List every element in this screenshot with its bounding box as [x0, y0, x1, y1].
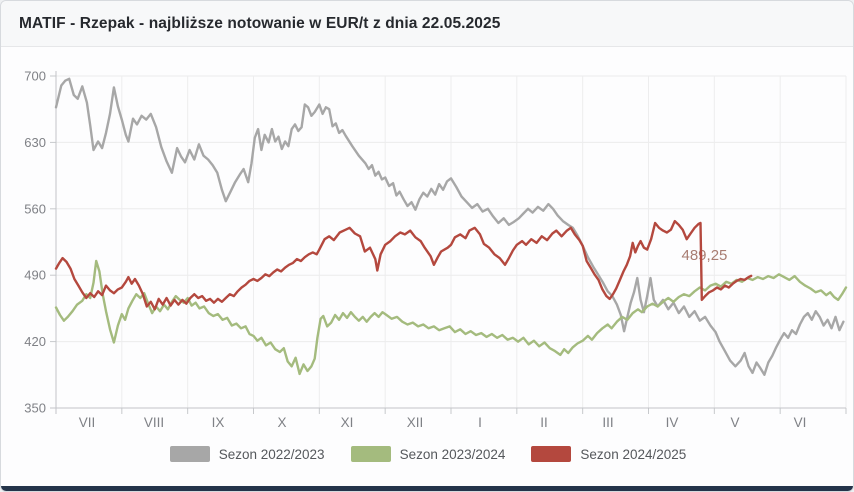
y-axis-label: 490 — [24, 268, 46, 283]
legend-swatch — [531, 446, 572, 462]
x-axis-label: VII — [79, 415, 96, 430]
chart-legend: Sezon 2022/2023 Sezon 2023/2024 Sezon 20… — [1, 446, 853, 462]
series-line-sezon-2022-2023 — [54, 77, 845, 376]
x-axis-label: III — [602, 415, 613, 430]
x-axis-label: VI — [794, 415, 807, 430]
chart-title: MATIF - Rzepak - najbliższe notowanie w … — [19, 15, 501, 32]
x-axis-label: XI — [341, 415, 354, 430]
footer-bar — [1, 486, 853, 491]
y-axis-label: 700 — [24, 69, 46, 84]
x-axis-label: X — [277, 415, 286, 430]
y-axis-label: 350 — [24, 401, 46, 416]
legend-item-2024-2025[interactable]: Sezon 2024/2025 — [531, 446, 686, 462]
last-quote-annotation: 489,25 — [682, 247, 728, 264]
title-bar: MATIF - Rzepak - najbliższe notowanie w … — [1, 1, 853, 47]
x-axis-label: XII — [407, 415, 424, 430]
y-axis-label: 420 — [24, 334, 46, 349]
legend-item-2022-2023[interactable]: Sezon 2022/2023 — [169, 446, 325, 462]
x-axis-label: VIII — [144, 415, 164, 430]
x-axis-label: I — [478, 415, 482, 430]
legend-label: Sezon 2022/2023 — [218, 446, 325, 462]
y-axis-label: 630 — [24, 135, 46, 150]
legend-swatch — [169, 446, 210, 462]
legend-label: Sezon 2023/2024 — [399, 446, 506, 462]
chart-card: 350 420 490 560 630 700 VII VIII IX X XI XII I II III I… — [1, 47, 854, 488]
legend-label: Sezon 2024/2025 — [580, 446, 687, 462]
x-axis-label: IV — [666, 415, 679, 430]
x-axis-label: II — [540, 415, 548, 430]
legend-swatch — [350, 446, 391, 462]
series-line-sezon-2024-2025 — [54, 219, 753, 311]
legend-item-2023-2024[interactable]: Sezon 2023/2024 — [350, 446, 506, 462]
y-axis-label: 560 — [24, 201, 46, 216]
x-axis-label: IX — [212, 415, 225, 430]
x-axis-label: V — [730, 415, 739, 430]
